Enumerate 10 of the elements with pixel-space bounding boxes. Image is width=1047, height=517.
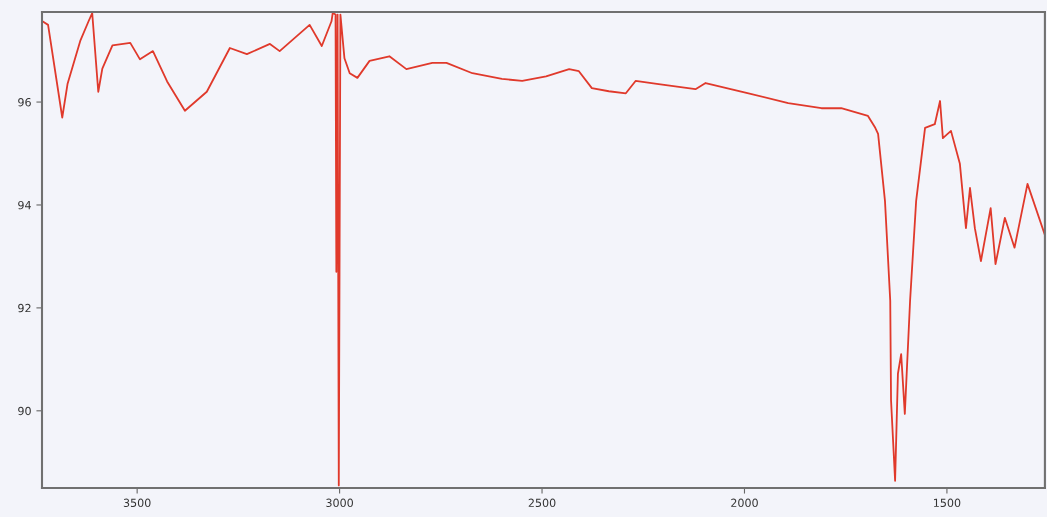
y-tick-label: 96 [18, 98, 31, 107]
x-tick-label: 3000 [326, 498, 353, 508]
x-tick-label: 2000 [731, 498, 758, 508]
x-tick-label: 3500 [123, 498, 151, 508]
y-tick-label: 90 [18, 406, 31, 416]
line-series [42, 12, 1045, 487]
x-tick-label: 2500 [528, 498, 556, 508]
x-tick-label: 1500 [934, 498, 961, 508]
y-tick-label: 92 [18, 303, 31, 313]
y-tick-label: 94 [18, 200, 31, 210]
